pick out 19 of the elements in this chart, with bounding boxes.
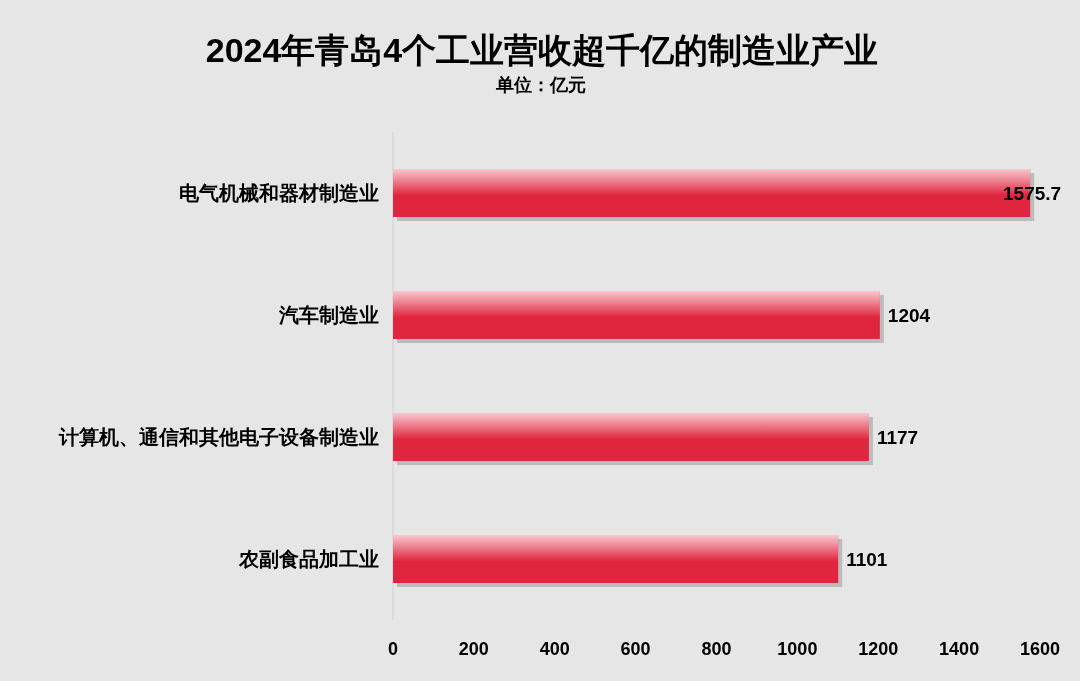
x-tick-label: 0 bbox=[387, 639, 399, 659]
x-tick-label: 400 bbox=[539, 639, 570, 659]
x-tick-label: 1600 bbox=[1019, 639, 1061, 659]
y-tick-label: 汽车制造业 bbox=[278, 304, 379, 326]
data-label: 1575.7 bbox=[1003, 183, 1062, 204]
x-tick-label: 1200 bbox=[858, 639, 899, 659]
x-tick-label: 1400 bbox=[939, 639, 980, 659]
y-tick-label: 计算机、通信和其他电子设备制造业 bbox=[58, 426, 379, 448]
data-label: 1101 bbox=[846, 549, 888, 570]
chart-subtitle: 单位：亿元 bbox=[495, 75, 586, 95]
x-tick-label: 800 bbox=[701, 639, 732, 659]
x-tick-label: 1000 bbox=[777, 639, 818, 659]
y-tick-label: 农副食品加工业 bbox=[238, 548, 379, 570]
x-tick-label: 200 bbox=[458, 639, 489, 659]
data-label: 1177 bbox=[876, 427, 919, 448]
x-tick-label: 600 bbox=[620, 639, 651, 659]
y-tick-label: 电气机械和器材制造业 bbox=[179, 182, 379, 204]
chart-title: 2024年青岛4个工业营收超千亿的制造业产业 bbox=[205, 31, 879, 69]
data-label: 1204 bbox=[887, 305, 931, 326]
